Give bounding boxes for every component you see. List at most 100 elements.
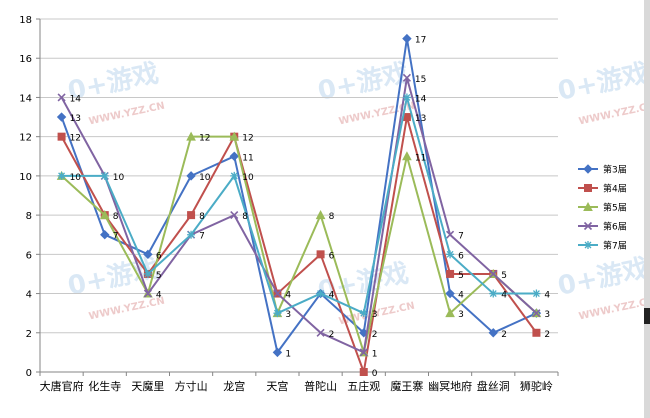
data-point [359,348,368,357]
y-tick-label: 4 [26,290,32,301]
data-point [583,164,593,174]
y-tick-label: 8 [26,211,32,222]
data-label: 10 [113,173,125,183]
x-tick-label: 盘丝洞 [477,379,510,393]
data-label: 6 [156,251,162,261]
data-point [186,131,196,141]
y-tick-label: 2 [26,329,32,340]
data-point [532,289,541,298]
y-tick-label: 10 [19,172,32,183]
data-point [583,221,593,231]
data-label: 3 [372,310,378,320]
data-point [489,289,498,298]
y-tick-label: 12 [19,133,32,144]
data-point [402,93,411,102]
data-point [143,249,153,260]
data-label: 8 [199,212,205,222]
data-point [316,250,325,259]
data-point [446,250,455,259]
data-label: 13 [415,114,426,124]
data-point [273,309,282,318]
watermark-logo: 0+游戏 [555,253,650,301]
data-label: 5 [501,271,507,281]
series-line [61,96,537,315]
series-line [60,76,538,354]
data-label: 3 [544,310,550,320]
watermark-url: WWW.YZZ.CN [88,296,166,323]
y-tick-label: 0 [26,368,32,379]
data-label: 12 [70,134,81,144]
data-label: 5 [156,271,162,281]
selected-cell-marker [644,308,650,324]
data-point [359,309,368,318]
watermark-logo: 0+游戏 [555,58,650,106]
data-point [445,308,455,318]
legend-entry: 第6届 [603,221,627,233]
x-tick-label: 魔王寨 [390,379,423,393]
data-label: 1 [285,349,291,359]
data-point [143,269,152,278]
data-label: 4 [156,291,162,301]
legend-entry: 第4届 [603,183,627,195]
data-point [402,33,412,44]
data-label: 10 [242,173,254,183]
data-label: 13 [70,114,81,124]
data-point [187,211,196,220]
data-label: 2 [544,330,550,340]
data-label: 4 [544,291,550,301]
x-tick-label: 五庄观 [347,379,380,393]
legend-entry: 第3届 [603,164,627,176]
data-point [316,328,325,337]
data-point [446,269,455,278]
data-label: 10 [70,173,82,183]
data-label: 7 [199,232,205,242]
data-point [273,289,282,298]
y-tick-label: 14 [19,93,32,104]
x-tick-label: 狮驼岭 [520,379,553,393]
data-label: 10 [199,173,211,183]
series-lines [56,33,542,376]
data-label: 8 [329,212,335,222]
data-point [445,288,455,299]
series-line [60,37,537,354]
data-point [583,201,593,211]
data-label: 1 [372,349,378,359]
x-tick-label: 大唐官府 [40,379,84,393]
data-point [56,112,67,122]
data-point [584,241,592,249]
data-label: 12 [199,134,210,144]
data-point [489,269,498,279]
watermark-url: WWW.YZZ.CN [88,101,166,128]
data-point [272,347,283,358]
x-tick-label: 龙宫 [223,379,245,393]
data-point [57,171,66,180]
spreadsheet-edge [644,0,650,418]
data-point [315,210,326,220]
series-line [60,135,538,354]
x-tick-label: 化生寺 [88,379,121,393]
data-label: 3 [285,310,291,320]
data-point [532,309,541,318]
data-point [402,151,412,161]
data-label: 0 [372,369,378,379]
x-tick-label: 方寸山 [175,379,208,393]
data-label: 2 [501,330,507,340]
data-point [229,131,240,141]
data-point [359,368,368,376]
watermark-url: WWW.YZZ.CN [578,296,650,323]
data-point [532,328,541,337]
data-point [187,230,196,239]
data-label: 4 [285,291,291,301]
data-label: 17 [415,36,426,46]
x-tick-label: 幽冥地府 [428,379,472,393]
data-point [229,151,239,161]
data-label: 4 [501,291,507,301]
data-label: 7 [113,232,119,242]
data-label: 14 [70,94,82,104]
y-tick-label: 6 [26,250,32,261]
data-label: 11 [415,153,426,163]
data-point [584,184,592,192]
data-point [100,171,109,180]
